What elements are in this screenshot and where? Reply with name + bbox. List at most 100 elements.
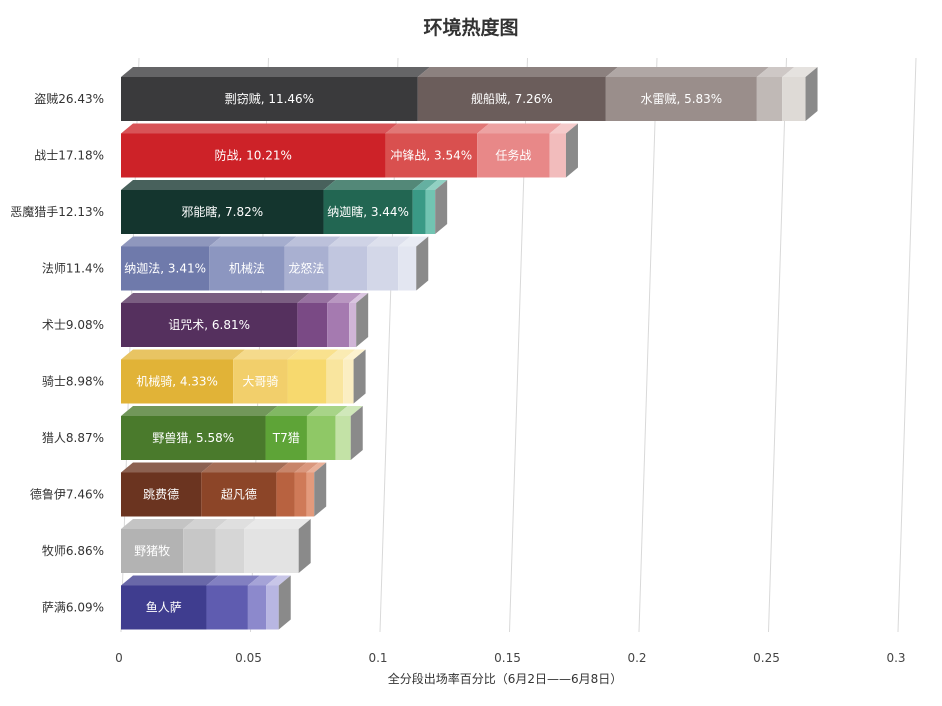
bar-segment-top	[412, 180, 438, 190]
gridline	[768, 57, 787, 633]
bar-segment	[121, 77, 418, 121]
x-tick-label: 0.25	[753, 651, 780, 665]
bar-segment-top	[306, 406, 348, 416]
x-tick-label: 0.15	[494, 651, 521, 665]
bar-segment-top	[343, 349, 366, 360]
bar-segment	[209, 246, 285, 291]
segment-label: 纳迦法, 3.41%	[124, 262, 206, 276]
bar-segment	[183, 529, 216, 573]
bar-side	[805, 67, 818, 121]
bar-segment-top	[425, 180, 448, 190]
category-label: 骑士8.98%	[42, 375, 104, 389]
x-tick-label: 0	[115, 651, 123, 665]
bar-segment-top	[385, 123, 490, 134]
bar-segment-top	[287, 349, 339, 360]
bar-side	[350, 406, 363, 460]
bar-segment-top	[328, 236, 380, 247]
bar-segment	[276, 472, 295, 517]
bar-segment	[605, 77, 757, 121]
gridline	[638, 57, 658, 633]
bar-segment	[343, 359, 354, 404]
category-label: 萨满6.09%	[42, 601, 104, 615]
bar-segment-top	[247, 575, 279, 586]
category-label: 恶魔猎手12.13%	[10, 204, 104, 219]
bar-segment	[121, 303, 298, 347]
segment-label: 跳费德	[143, 487, 179, 502]
bar-segment	[417, 77, 606, 121]
segment-label: 诅咒术, 6.81%	[168, 318, 250, 332]
bar-segment-top	[121, 180, 336, 190]
segment-label: 大哥骑	[242, 375, 278, 389]
bar-group: 野猪牧	[121, 519, 311, 573]
bar-segment-top	[121, 519, 196, 529]
bar-segment	[477, 133, 550, 178]
bar-segment	[323, 190, 413, 234]
category-label: 盗贼26.43%	[34, 91, 104, 106]
bar-segment	[233, 359, 288, 404]
bar-segment	[425, 190, 436, 234]
bar-segment-top	[398, 236, 429, 247]
bar-segment	[326, 359, 344, 404]
bar-side	[435, 180, 448, 234]
bar-segment	[121, 529, 184, 573]
bar-segment	[349, 303, 357, 347]
bar-group: 机械骑, 4.33% 大哥骑	[121, 349, 366, 404]
segment-label: T7猎	[272, 431, 300, 445]
category-label: 牧师6.86%	[42, 544, 104, 558]
bar-segment	[398, 246, 417, 291]
segment-label: 冲锋战, 3.54%	[390, 148, 472, 163]
bar-segment	[121, 133, 386, 178]
bar-segment-top	[306, 462, 327, 473]
bar-group: 防战, 10.21% 冲锋战, 3.54% 任务战	[121, 123, 578, 178]
bar-group: 纳迦法, 3.41% 机械法 龙怒法	[121, 236, 429, 291]
bar-segment-top	[417, 67, 618, 77]
bar-segment-top	[327, 293, 362, 303]
category-label: 猎人8.87%	[42, 431, 104, 445]
category-label: 法师11.4%	[42, 262, 104, 276]
segment-label: 剽窃贼, 11.46%	[225, 91, 314, 106]
bar-segment	[201, 472, 277, 517]
bar-segment	[412, 190, 426, 234]
bar-side	[565, 123, 578, 178]
segment-label: 野猪牧	[134, 544, 170, 558]
bar-segment	[244, 529, 299, 573]
bar-segment	[247, 585, 267, 630]
bar-segment	[215, 529, 245, 573]
bar-segment-top	[297, 293, 340, 303]
bar-side	[356, 293, 369, 347]
bar-segment-top	[121, 575, 219, 586]
bar-segment-top	[477, 123, 562, 134]
bar-segment	[284, 246, 329, 291]
bar-segment-top	[265, 406, 319, 416]
bar-segment-top	[605, 67, 769, 77]
bar-segment	[287, 359, 327, 404]
bar-segment-top	[326, 349, 356, 360]
bar-segment-top	[121, 293, 310, 303]
segment-label: 龙怒法	[288, 261, 324, 276]
bar-side	[314, 462, 327, 517]
bar-segment-top	[349, 293, 369, 303]
x-tick-labels: 0 0.05 0.1 0.15 0.2 0.25 0.3	[115, 651, 905, 665]
segment-label: 纳迦瞎, 3.44%	[327, 204, 409, 219]
bar-segment-top	[284, 236, 341, 247]
bar-segment-top	[183, 519, 228, 529]
bar-side	[298, 519, 311, 573]
bar-segment	[327, 303, 350, 347]
bar-segment-top	[323, 180, 425, 190]
bar-segment-top	[367, 236, 411, 247]
bar-side	[353, 349, 366, 404]
segment-label: 防战, 10.21%	[215, 148, 292, 163]
bar-segment-top	[244, 519, 311, 529]
bar-segment	[121, 246, 210, 291]
bar-segment	[266, 585, 279, 630]
bar-group: 野兽猎, 5.58% T7猎	[121, 406, 363, 460]
bar-segment-top	[206, 575, 260, 586]
bar-segment-top	[121, 67, 430, 77]
bar-segment-top	[209, 236, 297, 247]
bar-segment-top	[276, 462, 307, 473]
bar-segment	[121, 585, 207, 630]
bar-segment	[121, 190, 324, 234]
bars: 剽窃贼, 11.46% 舰船贼, 7.26% 水雷贼, 5.83% 防战, 10.21…	[121, 67, 818, 630]
category-label: 德鲁伊7.46%	[30, 487, 104, 502]
